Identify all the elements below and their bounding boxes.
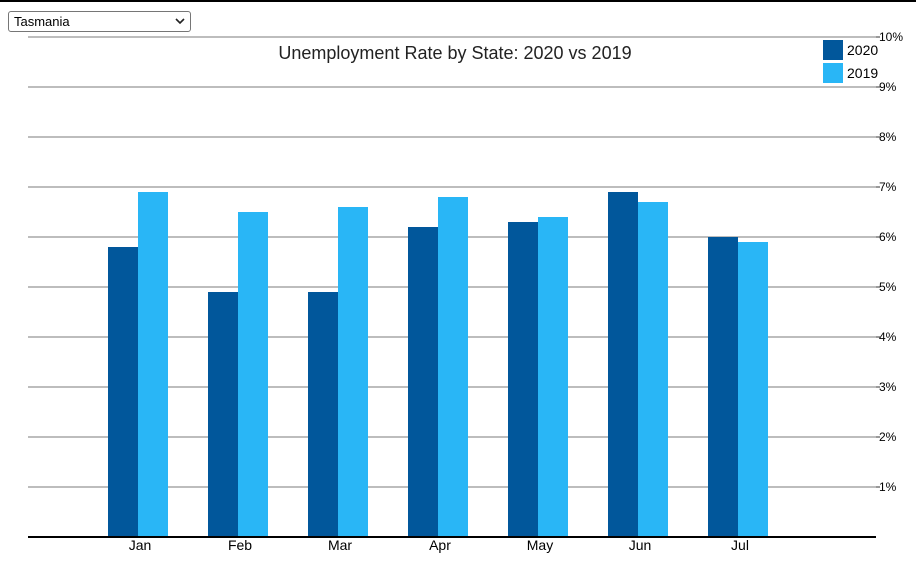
x-tick-label: Jan xyxy=(129,537,152,553)
chart-title: Unemployment Rate by State: 2020 vs 2019 xyxy=(278,43,631,63)
bar-2019-mar xyxy=(338,207,368,537)
y-tick-label: 7% xyxy=(879,180,897,194)
bar-2019-jun xyxy=(638,202,668,537)
bar-2019-may xyxy=(538,217,568,537)
bar-2019-apr xyxy=(438,197,468,537)
x-tick-label: Apr xyxy=(429,537,451,553)
y-tick-label: 6% xyxy=(879,230,897,244)
bar-2019-jan xyxy=(138,192,168,537)
x-tick-label: Feb xyxy=(228,537,252,553)
bar-2019-jul xyxy=(738,242,768,537)
y-tick-label: 5% xyxy=(879,280,897,294)
axes: 1% 2% 3% 4% 5% 6% 7% 8% 9% 10% Jan Feb Mar Apr May Jun J… xyxy=(28,30,903,553)
bar-2020-mar xyxy=(308,292,338,537)
legend-label-2020: 2020 xyxy=(847,42,878,58)
bar-2020-jun xyxy=(608,192,638,537)
legend: 2020 2019 xyxy=(823,40,878,83)
bar-2020-apr xyxy=(408,227,438,537)
legend-label-2019: 2019 xyxy=(847,65,878,81)
y-tick-label: 9% xyxy=(879,80,897,94)
x-tick-label: May xyxy=(527,537,553,553)
bar-2020-jan xyxy=(108,247,138,537)
y-tick-label: 3% xyxy=(879,380,897,394)
bar-2020-jul xyxy=(708,237,738,537)
bar-2020-feb xyxy=(208,292,238,537)
y-tick-label: 10% xyxy=(879,30,903,44)
bars xyxy=(108,192,768,537)
bar-2020-may xyxy=(508,222,538,537)
state-select-value: Tasmania xyxy=(14,14,70,29)
x-tick-label: Mar xyxy=(328,537,352,553)
top-border xyxy=(0,0,916,2)
legend-swatch-2020 xyxy=(823,40,843,60)
y-tick-label: 4% xyxy=(879,330,897,344)
y-tick-label: 2% xyxy=(879,430,897,444)
y-tick-label: 8% xyxy=(879,130,897,144)
chevron-down-icon xyxy=(175,18,185,25)
y-tick-label: 1% xyxy=(879,480,897,494)
bar-2019-feb xyxy=(238,212,268,537)
legend-swatch-2019 xyxy=(823,63,843,83)
x-tick-label: Jun xyxy=(629,537,652,553)
state-select[interactable]: Tasmania xyxy=(8,11,191,32)
x-tick-label: Jul xyxy=(731,537,749,553)
